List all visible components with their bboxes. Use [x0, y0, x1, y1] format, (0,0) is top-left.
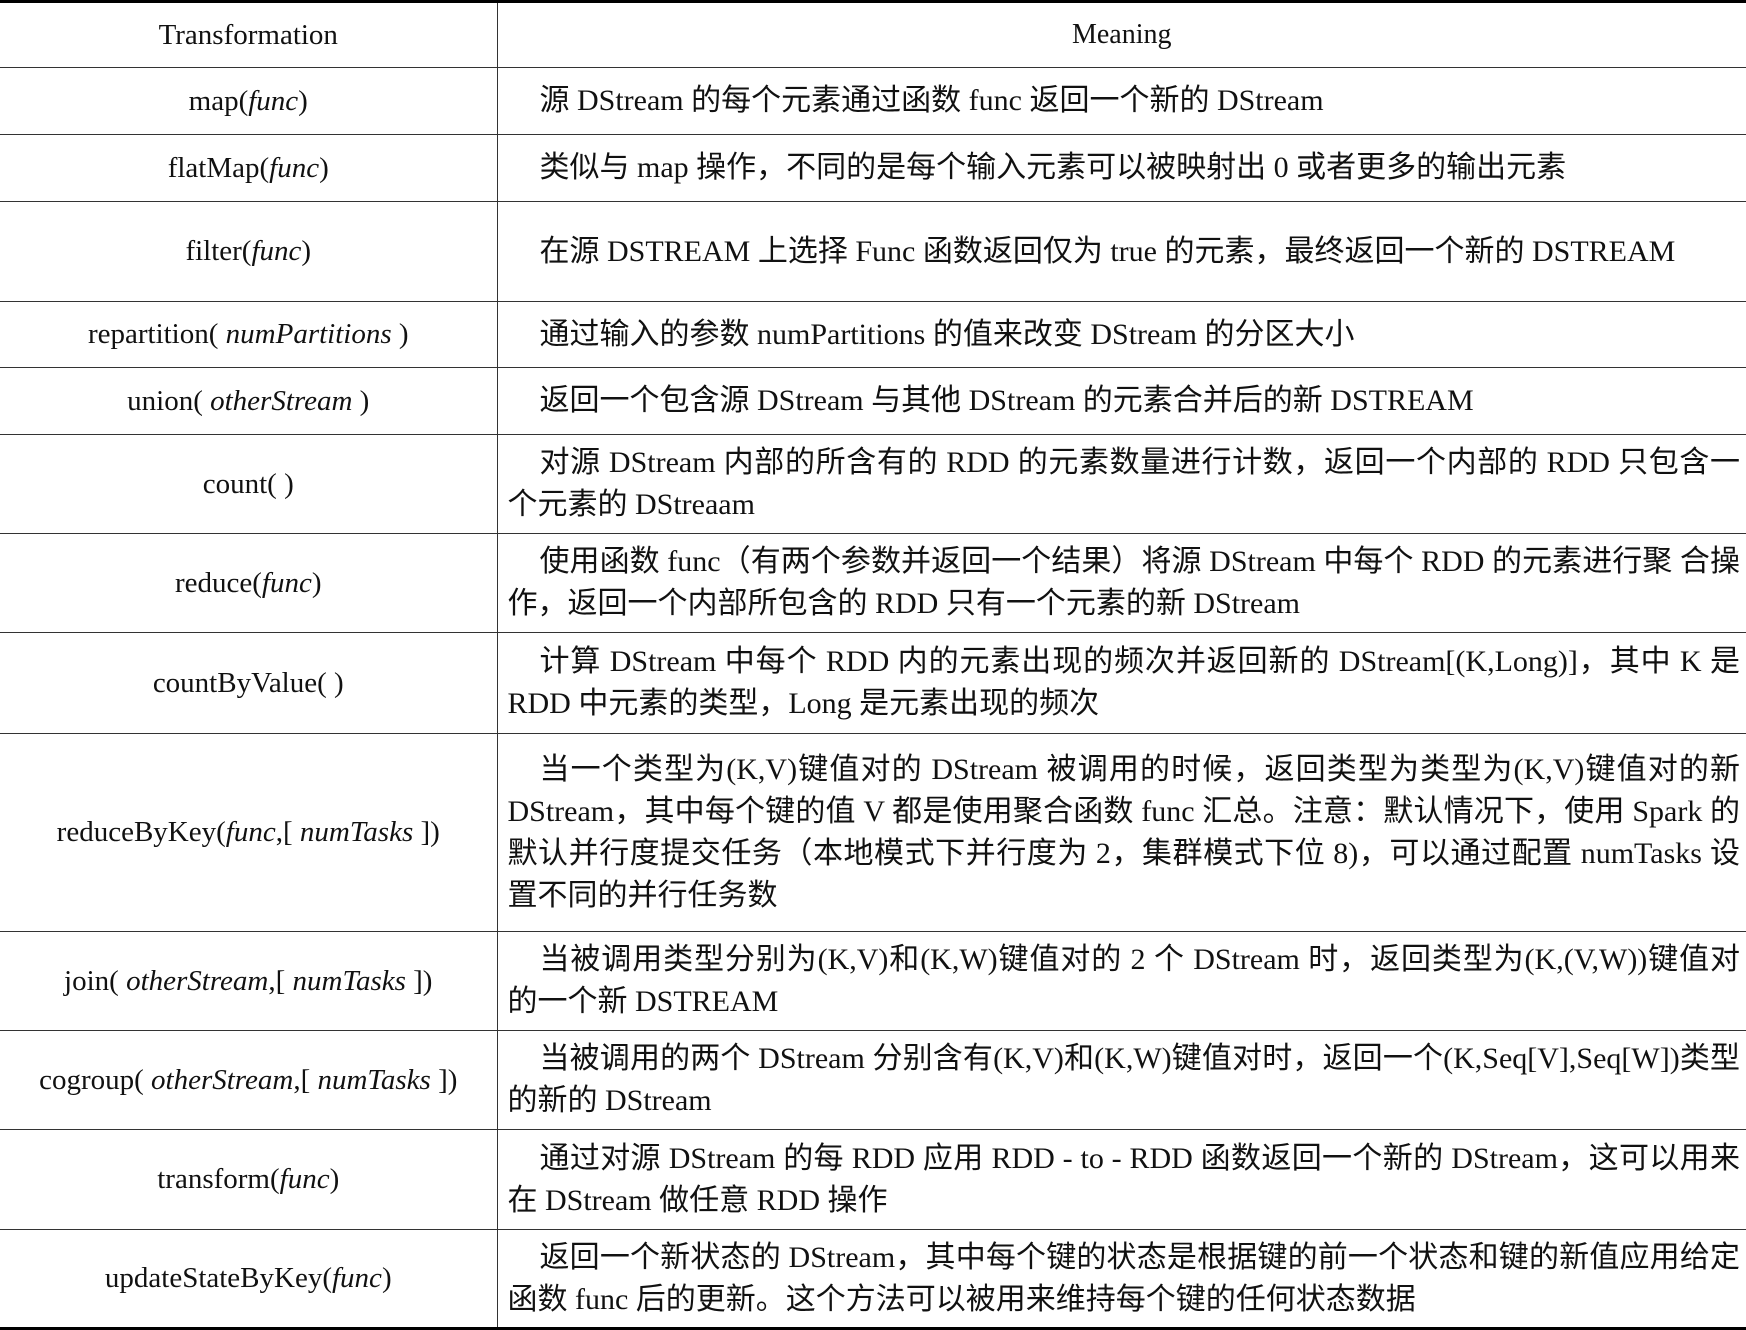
function-text: )	[298, 84, 308, 117]
function-text: updateStateByKey(	[104, 1262, 332, 1294]
argument-text: func	[251, 235, 302, 267]
function-text: )	[381, 1262, 392, 1294]
function-text: reduce(	[174, 566, 262, 599]
table-row: union( otherStream ) 返回一个包含源 DStream 与其他 …	[0, 367, 1746, 435]
meaning-cell: 计算 DStream 中每个 RDD 内的元素出现的频次并返回新的 DStrea…	[497, 632, 1746, 734]
table-row: updateStateByKey(func) 返回一个新状态的 DStream，其…	[0, 1229, 1746, 1329]
argument-text: func	[225, 816, 276, 848]
table-row: repartition( numPartitions ) 通过输入的参数 numP…	[0, 301, 1746, 368]
transformation-cell: transform(func)	[0, 1129, 498, 1230]
transformation-cell: reduce(func)	[0, 533, 498, 633]
function-text: flatMap(	[167, 151, 270, 184]
argument-text: func	[332, 1262, 382, 1294]
argument-text: otherStream	[126, 964, 269, 997]
argument-text: func	[248, 84, 299, 117]
header-row: Transformation Meaning	[0, 1, 1746, 68]
meaning-cell: 当一个类型为(K,V)键值对的 DStream 被调用的时候，返回类型为类型为(…	[497, 733, 1746, 932]
function-text: )	[319, 151, 329, 184]
table-row: join( otherStream,[ numTasks ]) 当被调用类型分别为…	[0, 931, 1746, 1031]
function-text: ,[	[275, 816, 300, 848]
function-text: )	[301, 235, 312, 267]
argument-text: numPartitions	[225, 318, 392, 350]
table-row: flatMap(func) 类似与 map 操作，不同的是每个输入元素可以被映射出…	[0, 134, 1746, 202]
table-row: cogroup( otherStream,[ numTasks ]) 当被调用的两…	[0, 1030, 1746, 1130]
transformation-cell: countByValue( )	[0, 632, 498, 734]
argument-text: numTasks	[317, 1063, 431, 1096]
function-text: map(	[188, 84, 249, 117]
header-meaning: Meaning	[497, 1, 1746, 68]
function-text: reduceByKey(	[56, 816, 226, 848]
function-text: count( )	[202, 467, 294, 500]
function-text: )	[311, 566, 322, 599]
header-transformation: Transformation	[0, 1, 498, 68]
argument-text: otherStream	[151, 1063, 294, 1096]
transformation-cell: reduceByKey(func,[ numTasks ])	[0, 733, 498, 932]
transformation-cell: updateStateByKey(func)	[0, 1229, 498, 1329]
meaning-cell: 通过对源 DStream 的每 RDD 应用 RDD - to - RDD 函数…	[497, 1129, 1746, 1230]
meaning-cell: 返回一个包含源 DStream 与其他 DStream 的元素合并后的新 DST…	[497, 367, 1746, 435]
table-row: map(func) 源 DStream 的每个元素通过函数 func 返回一个新的…	[0, 67, 1746, 135]
function-text: transform(	[157, 1163, 280, 1195]
transformation-cell: count( )	[0, 434, 498, 534]
function-text: ])	[430, 1063, 458, 1096]
meaning-cell: 在源 DSTREAM 上选择 Func 函数返回仅为 true 的元素，最终返回…	[497, 201, 1746, 302]
argument-text: numTasks	[292, 964, 406, 997]
meaning-cell: 类似与 map 操作，不同的是每个输入元素可以被映射出 0 或者更多的输出元素	[497, 134, 1746, 202]
argument-text: func	[279, 1163, 330, 1195]
function-text: )	[391, 318, 409, 350]
meaning-cell: 返回一个新状态的 DStream，其中每个键的状态是根据键的前一个状态和键的新值…	[497, 1229, 1746, 1329]
function-text: union(	[127, 384, 211, 417]
transformation-cell: cogroup( otherStream,[ numTasks ])	[0, 1030, 498, 1130]
function-text: ])	[405, 964, 433, 997]
function-text: ,[	[293, 1063, 318, 1096]
meaning-cell: 源 DStream 的每个元素通过函数 func 返回一个新的 DStream	[497, 67, 1746, 135]
function-text: filter(	[185, 235, 252, 267]
function-text: countByValue( )	[152, 666, 344, 699]
transformation-cell: filter(func)	[0, 201, 498, 302]
table-row: countByValue( ) 计算 DStream 中每个 RDD 内的元素出现…	[0, 632, 1746, 734]
function-text: )	[329, 1163, 340, 1195]
transformation-cell: flatMap(func)	[0, 134, 498, 202]
transformation-cell: map(func)	[0, 67, 498, 135]
meaning-cell: 当被调用类型分别为(K,V)和(K,W)键值对的 2 个 DStream 时，返…	[497, 931, 1746, 1031]
table-row: transform(func) 通过对源 DStream 的每 RDD 应用 RD…	[0, 1129, 1746, 1230]
function-text: ,[	[268, 964, 293, 997]
transformation-cell: repartition( numPartitions )	[0, 301, 498, 368]
argument-text: func	[269, 151, 320, 184]
function-text: ])	[413, 816, 440, 848]
argument-text: otherStream	[210, 384, 353, 417]
function-text: cogroup(	[39, 1063, 152, 1096]
meaning-cell: 通过输入的参数 numPartitions 的值来改变 DStream 的分区大…	[497, 301, 1746, 368]
function-text: repartition(	[87, 318, 226, 350]
function-text: join(	[64, 964, 127, 997]
function-text: )	[352, 384, 370, 417]
argument-text: func	[261, 566, 312, 599]
table-row: count( ) 对源 DStream 内部的所含有的 RDD 的元素数量进行计数…	[0, 434, 1746, 534]
transformation-cell: join( otherStream,[ numTasks ])	[0, 931, 498, 1031]
meaning-cell: 使用函数 func（有两个参数并返回一个结果）将源 DStream 中每个 RD…	[497, 533, 1746, 633]
table-row: reduce(func) 使用函数 func（有两个参数并返回一个结果）将源 DS…	[0, 533, 1746, 633]
argument-text: numTasks	[299, 816, 414, 848]
meaning-cell: 对源 DStream 内部的所含有的 RDD 的元素数量进行计数，返回一个内部的…	[497, 434, 1746, 534]
transformation-cell: union( otherStream )	[0, 367, 498, 435]
table-row: filter(func) 在源 DSTREAM 上选择 Func 函数返回仅为 t…	[0, 201, 1746, 302]
meaning-cell: 当被调用的两个 DStream 分别含有(K,V)和(K,W)键值对时，返回一个…	[497, 1030, 1746, 1130]
table-row: reduceByKey(func,[ numTasks ]) 当一个类型为(K,V…	[0, 733, 1746, 932]
